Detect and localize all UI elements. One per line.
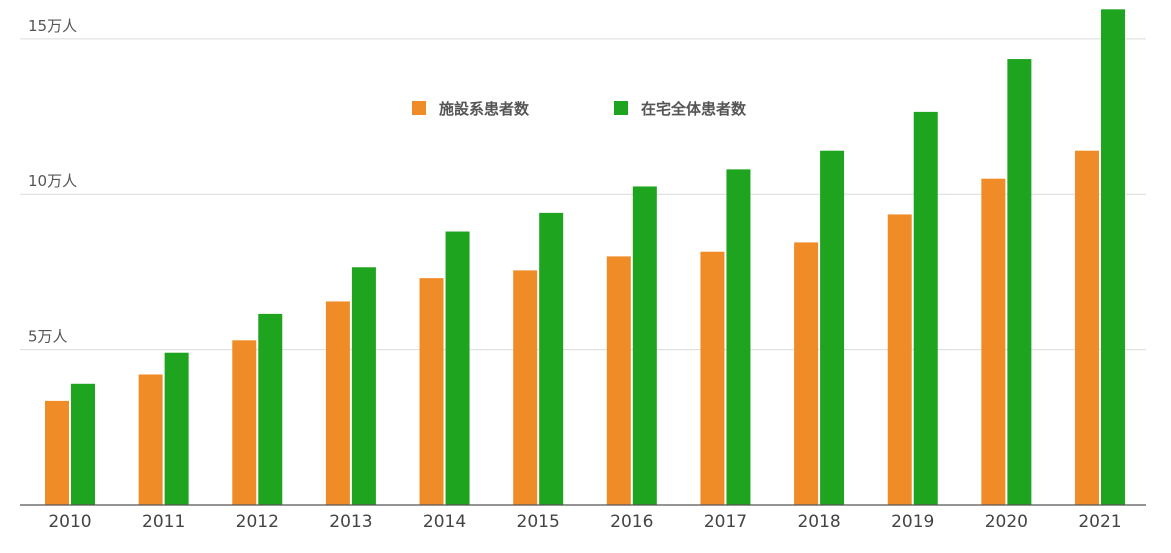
- bar-facility-2014: [419, 278, 444, 505]
- bar-facility-2019: [887, 214, 912, 505]
- bar-home-2012: [258, 313, 283, 505]
- bar-home-2010: [71, 383, 95, 505]
- bar-home-2014: [445, 231, 470, 505]
- bar-home-2013: [351, 267, 376, 505]
- bar-home-2016: [632, 186, 657, 505]
- bar-facility-2017: [700, 251, 725, 505]
- legend-label: 施設系患者数: [439, 100, 530, 118]
- x-tick-label: 2018: [797, 512, 840, 532]
- legend-item-home: 在宅全体患者数: [614, 100, 747, 118]
- bar-facility-2011: [138, 374, 163, 505]
- bars: [45, 9, 1125, 506]
- x-tick-label: 2021: [1078, 512, 1121, 532]
- bar-home-2021: [1101, 9, 1125, 505]
- legend: 施設系患者数 在宅全体患者数: [412, 100, 747, 118]
- bar-facility-2010: [45, 400, 69, 505]
- x-tick-label: 2017: [704, 512, 747, 532]
- x-tick-label: 2020: [985, 512, 1028, 532]
- y-tick-label: 10万人: [28, 172, 77, 190]
- bar-facility-2013: [325, 301, 350, 505]
- bar-facility-2018: [794, 242, 819, 505]
- y-tick-label: 15万人: [28, 17, 77, 35]
- bar-facility-2016: [606, 256, 631, 505]
- bar-home-2017: [726, 169, 751, 505]
- x-tick-label: 2012: [236, 512, 279, 532]
- gridlines: [20, 38, 1146, 351]
- x-tick-label: 2016: [610, 512, 653, 532]
- x-tick-label: 2014: [423, 512, 466, 532]
- x-tick-label: 2011: [142, 512, 185, 532]
- legend-swatch: [614, 101, 628, 115]
- legend-swatch: [412, 101, 426, 115]
- bar-facility-2021: [1075, 150, 1099, 505]
- bar-facility-2015: [513, 270, 538, 505]
- x-tick-label: 2015: [517, 512, 560, 532]
- bar-facility-2020: [981, 178, 1006, 505]
- x-axis-ticks: 2010 2011 2012 2013 2014 2015 2016 2017 2018 2019…: [48, 512, 1121, 532]
- y-axis-ticks: 5万人 10万人 15万人: [28, 17, 77, 346]
- legend-item-facility: 施設系患者数: [412, 100, 530, 118]
- bar-home-2018: [820, 150, 845, 505]
- bar-home-2020: [1007, 59, 1032, 506]
- bar-facility-2012: [232, 340, 257, 505]
- bar-home-2015: [539, 212, 564, 505]
- x-tick-label: 2010: [48, 512, 91, 532]
- bar-home-2011: [164, 352, 189, 505]
- bar-home-2019: [913, 111, 938, 505]
- legend-label: 在宅全体患者数: [641, 100, 747, 118]
- x-tick-label: 2019: [891, 512, 934, 532]
- y-tick-label: 5万人: [28, 328, 68, 346]
- x-tick-label: 2013: [329, 512, 372, 532]
